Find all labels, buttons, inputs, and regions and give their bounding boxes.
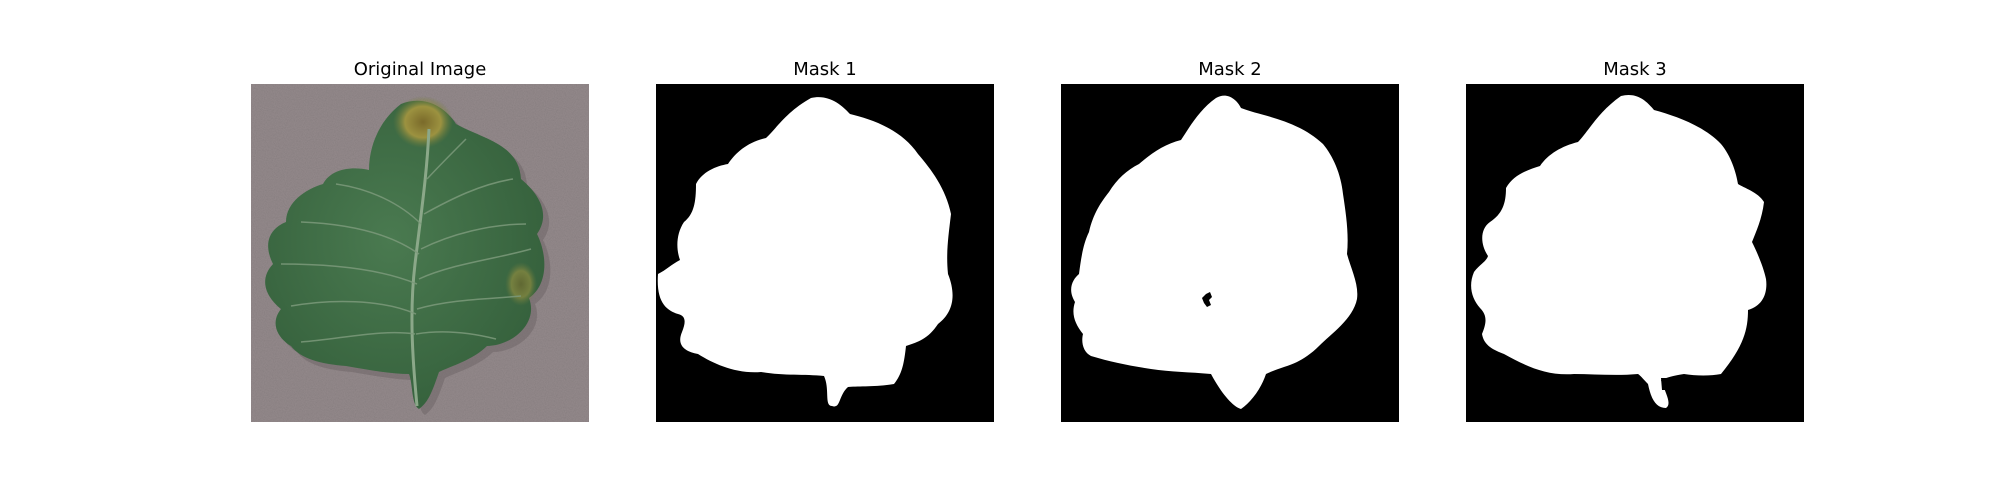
mask-2-foreground (1071, 95, 1358, 409)
leaf-blight-top (393, 96, 453, 148)
leaf-midrib (410, 128, 431, 407)
leaf-shape (265, 100, 545, 410)
mask-2-panel: Mask 2 (1061, 56, 1399, 422)
mask-2-image (1061, 84, 1399, 422)
mask-1-title: Mask 1 (793, 59, 857, 80)
leaf-side-veins (280, 138, 532, 343)
mask-3-notch (1661, 378, 1670, 390)
mask-1-image (656, 84, 994, 422)
mask-1-panel: Mask 1 (656, 56, 994, 422)
mask-3-foreground (1471, 94, 1767, 408)
mask-2-title: Mask 2 (1198, 59, 1262, 80)
mask-1-foreground (657, 97, 953, 407)
original-image-title: Original Image (353, 59, 487, 80)
leaf-blight-right (505, 262, 537, 306)
original-image-panel: Original Image (251, 56, 589, 422)
mask-3-image (1466, 84, 1804, 422)
mask-3-title: Mask 3 (1603, 59, 1667, 80)
mask-3-panel: Mask 3 (1466, 56, 1804, 422)
mask-2-hole (1202, 292, 1212, 307)
leaf-photo (251, 84, 589, 422)
